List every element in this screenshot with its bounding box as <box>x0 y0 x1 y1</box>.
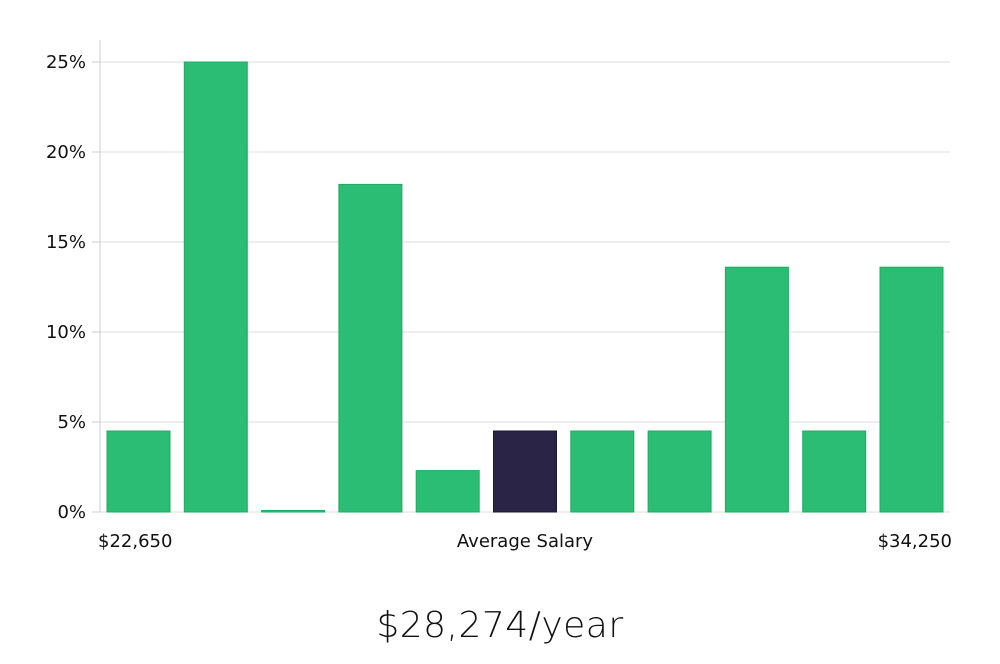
axis-layer: 0% 5% 10% 15% 20% 25% <box>46 40 101 523</box>
y-tick-label-20: 20% <box>46 142 86 163</box>
bar-8 <box>724 266 789 513</box>
y-tick-label-5: 5% <box>57 412 86 433</box>
bar-2 <box>261 510 326 513</box>
y-tick-label-0: 0% <box>57 502 86 523</box>
bar-1 <box>183 61 248 513</box>
bar-9 <box>802 430 867 513</box>
bar-4 <box>415 470 480 513</box>
x-label-min-salary: $22,650 <box>98 531 172 552</box>
x-label-average-salary: Average Salary <box>457 531 594 552</box>
y-tick-label-15: 15% <box>46 232 86 253</box>
labels-layer: $22,650 Average Salary $34,250 <box>98 531 952 552</box>
bar-6 <box>570 430 635 513</box>
y-tick-label-25: 25% <box>46 52 86 73</box>
bar-average-salary <box>493 430 557 513</box>
y-tick-label-10: 10% <box>46 322 86 343</box>
bar-0 <box>106 430 171 513</box>
x-label-max-salary: $34,250 <box>878 531 952 552</box>
average-salary-headline: $28,274/year <box>376 605 624 646</box>
bar-7 <box>647 430 712 513</box>
bar-10 <box>879 266 944 513</box>
bar-3 <box>338 183 403 513</box>
bars-layer <box>106 61 944 513</box>
